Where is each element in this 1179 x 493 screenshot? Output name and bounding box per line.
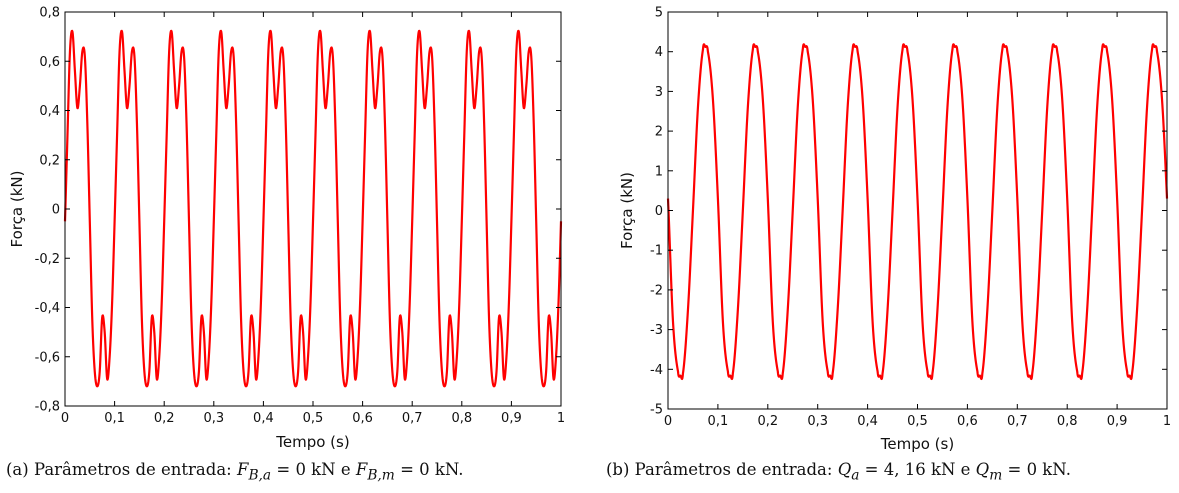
x-tick-label: 0,4: [253, 411, 274, 426]
x-tick-label: 0,8: [451, 411, 472, 426]
caption-a-subscript-1: B,a: [248, 467, 272, 484]
force-series-line: [666, 43, 1169, 381]
y-axis-title: Força (kN): [618, 172, 636, 249]
y-tick-label: 0,4: [39, 104, 60, 119]
x-tick-label: 1: [557, 411, 565, 426]
y-tick-label: 0,6: [39, 55, 60, 70]
chart-panel-b: 0 0,1 0,2 0,3 0,4 0,5 0,6 0,7 0,8 0,9 1 -5 -4 -3 -2 -1 0…: [590, 0, 1179, 493]
x-tick-label: 0,1: [104, 411, 125, 426]
x-tick-label: 0,6: [957, 414, 978, 429]
y-tick-label: 2: [655, 125, 663, 140]
x-tick-label: 0: [664, 414, 672, 429]
x-tick-label: 0,4: [857, 414, 878, 429]
caption-b-symbol-2: Q: [975, 460, 990, 479]
caption-b-mid: = 4, 16 kN e: [859, 460, 976, 479]
chart-panel-a: 0 0,1 0,2 0,3 0,4 0,5 0,6 0,7 0,8 0,9 1 -0,8 -0,6 -0,…: [6, 6, 565, 484]
y-tick-label: -0,4: [35, 301, 60, 316]
x-tick-label: 0,7: [1007, 414, 1028, 429]
x-tick-label: 0,8: [1057, 414, 1078, 429]
caption-a-symbol-1: F: [236, 460, 249, 479]
x-tick-label: 0,5: [907, 414, 928, 429]
y-tick-label: 5: [655, 6, 663, 21]
x-tick-label: 0,5: [303, 411, 324, 426]
x-tick-label: 0,3: [807, 414, 828, 429]
y-tick-label: -4: [650, 363, 663, 378]
x-tick-label: 0,2: [757, 414, 778, 429]
y-tick-label: 1: [655, 164, 663, 179]
y-tick-label: 0: [655, 204, 663, 219]
y-tick-label: -0,8: [35, 400, 60, 415]
x-axis-title: Tempo (s): [275, 433, 349, 451]
y-tick-label: 3: [655, 85, 663, 100]
y-tick-label: -0,6: [35, 350, 60, 365]
y-tick-label: 0,2: [39, 153, 60, 168]
caption-b-suffix: = 0 kN.: [1002, 460, 1071, 479]
y-tick-label: 4: [655, 45, 663, 60]
y-tick-label: 0: [52, 203, 60, 218]
y-tick-label: -1: [650, 244, 663, 259]
x-tick-label: 0: [61, 411, 69, 426]
force-series-line: [63, 29, 563, 388]
caption-a-subscript-2: B,m: [367, 467, 395, 484]
caption-a-mid: = 0 kN e: [271, 460, 356, 479]
x-tick-label: 0,9: [501, 411, 522, 426]
x-tick-label: 0,6: [352, 411, 373, 426]
x-tick-label: 0,7: [402, 411, 423, 426]
caption-b: (b) Parâmetros de entrada: Qa = 4, 16 kN…: [606, 460, 1071, 483]
y-tick-label: -5: [650, 403, 663, 418]
x-tick-label: 0,3: [203, 411, 224, 426]
y-tick-label: 0,8: [39, 6, 60, 21]
caption-a-suffix: = 0 kN.: [394, 460, 464, 479]
x-tick-label: 0,2: [154, 411, 175, 426]
force-chart-a: 0 0,1 0,2 0,3 0,4 0,5 0,6 0,7 0,8 0,9 1 -0,8 -0,6 -0,…: [8, 6, 565, 452]
y-tick-label: -3: [650, 323, 663, 338]
caption-b-subscript-2: m: [989, 467, 1003, 484]
y-tick-label: -2: [650, 283, 663, 298]
y-tick-label: -0,2: [35, 252, 60, 267]
y-axis-title: Força (kN): [8, 171, 26, 248]
caption-b-symbol-1: Q: [837, 460, 852, 479]
caption-a-symbol-2: F: [355, 460, 368, 479]
caption-b-subscript-1: a: [851, 467, 860, 484]
x-tick-label: 0,9: [1107, 414, 1128, 429]
x-tick-label: 0,1: [708, 414, 729, 429]
caption-a: (a) Parâmetros de entrada: FB,a = 0 kN e…: [6, 460, 464, 483]
force-chart-b: 0 0,1 0,2 0,3 0,4 0,5 0,6 0,7 0,8 0,9 1 -5 -4 -3 -2 -1 0…: [618, 6, 1171, 454]
caption-a-prefix: (a) Parâmetros de entrada:: [6, 460, 237, 479]
x-axis-title: Tempo (s): [880, 435, 954, 453]
x-tick-label: 1: [1163, 414, 1171, 429]
caption-b-prefix: (b) Parâmetros de entrada:: [606, 460, 838, 479]
